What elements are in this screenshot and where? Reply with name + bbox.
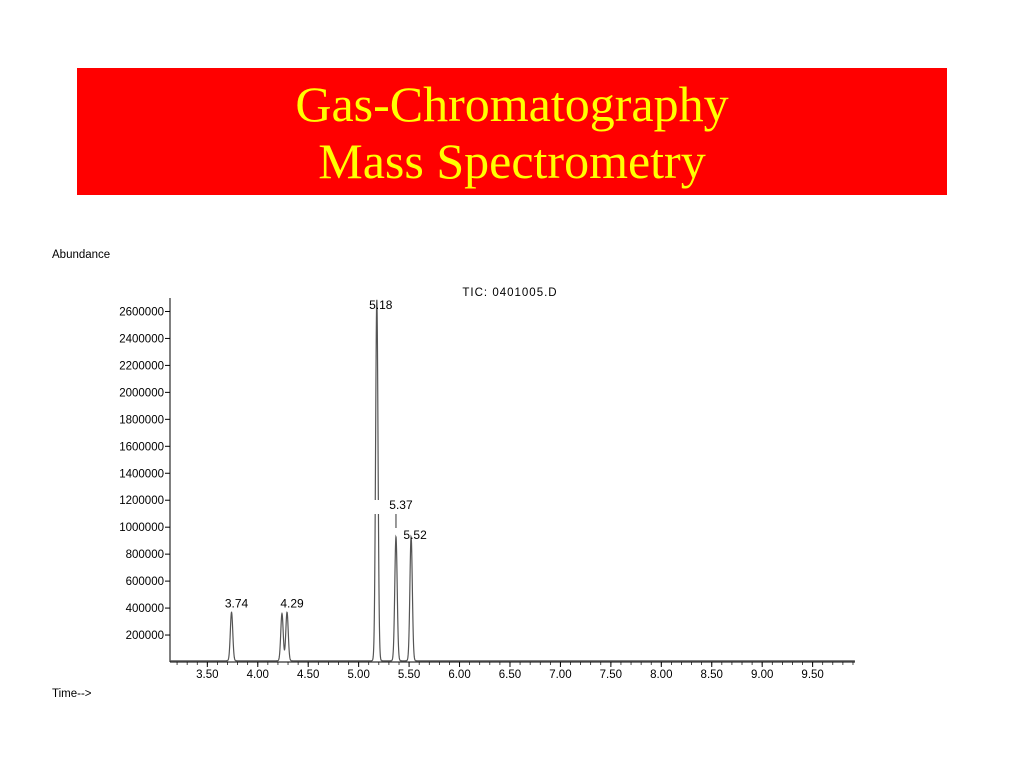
x-tick-label: 8.00	[650, 669, 672, 681]
peak-label: 4.29	[280, 596, 304, 610]
y-tick-label: 1400000	[119, 468, 164, 480]
peak-label: 5.52	[403, 528, 427, 542]
y-tick-label: 2000000	[119, 387, 164, 399]
slide-title-line2: Mass Spectrometry	[318, 133, 706, 189]
title-banner: Gas-Chromatography Mass Spectrometry	[77, 68, 947, 195]
chart-title: TIC: 0401005.D	[462, 287, 557, 299]
y-tick-label: 1800000	[119, 414, 164, 426]
slide-title-line1: Gas-Chromatography	[295, 76, 729, 132]
y-tick-label: 800000	[126, 549, 164, 561]
x-tick-label: 4.00	[247, 669, 269, 681]
x-tick-label: 9.50	[801, 669, 823, 681]
y-tick-label: 400000	[126, 603, 164, 615]
y-tick-label: 2400000	[119, 333, 164, 345]
chromatogram-trace	[170, 299, 855, 662]
x-tick-label: 4.50	[297, 669, 319, 681]
x-tick-label: 6.00	[448, 669, 470, 681]
y-axis-label: Abundance	[52, 249, 110, 261]
y-tick-label: 600000	[126, 576, 164, 588]
y-tick-label: 2200000	[119, 360, 164, 372]
label-backdrop	[373, 500, 380, 514]
x-tick-label: 5.50	[398, 669, 420, 681]
x-axis-label: Time-->	[52, 688, 92, 700]
x-tick-label: 3.50	[196, 669, 218, 681]
y-tick-label: 1000000	[119, 522, 164, 534]
y-tick-label: 2600000	[119, 306, 164, 318]
peak-label: 3.74	[225, 596, 249, 610]
y-tick-label: 1200000	[119, 495, 164, 507]
x-tick-label: 7.50	[600, 669, 622, 681]
x-tick-label: 9.00	[751, 669, 773, 681]
x-tick-label: 6.50	[499, 669, 521, 681]
peak-label: 5.18	[369, 298, 393, 312]
x-tick-label: 7.00	[549, 669, 571, 681]
x-tick-label: 5.00	[347, 669, 369, 681]
y-tick-label: 1600000	[119, 441, 164, 453]
y-tick-label: 200000	[126, 630, 164, 642]
peak-label: 5.37	[389, 498, 413, 512]
x-tick-label: 8.50	[701, 669, 723, 681]
